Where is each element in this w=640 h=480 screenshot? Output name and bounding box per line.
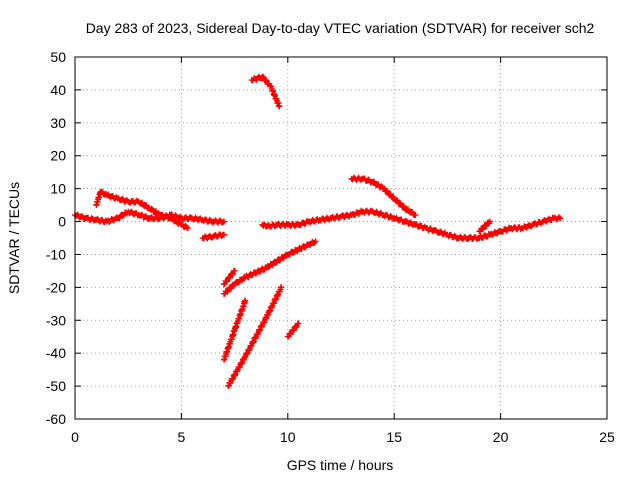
series-track-i xyxy=(225,284,285,390)
x-tick-label: 20 xyxy=(493,429,509,445)
y-tick-label: -20 xyxy=(46,279,66,295)
y-tick-label: 10 xyxy=(50,181,66,197)
data-tracks xyxy=(72,73,564,390)
series-track-c xyxy=(199,231,227,242)
y-tick-label: -40 xyxy=(46,345,66,361)
y-tick-label: 50 xyxy=(50,49,66,65)
series-track-h-markers xyxy=(221,297,249,363)
series-track-f-markers xyxy=(221,238,319,297)
series-track-l-markers xyxy=(348,174,419,219)
x-tick-label: 5 xyxy=(178,429,186,445)
series-track-b xyxy=(93,188,191,232)
y-tick-label: -50 xyxy=(46,378,66,394)
series-track-d-markers xyxy=(259,207,564,243)
series-track-f xyxy=(221,238,319,297)
x-tick-label: 0 xyxy=(71,429,79,445)
y-tick-label: -60 xyxy=(46,411,66,427)
chart-title: Day 283 of 2023, Sidereal Day-to-day VTE… xyxy=(86,20,595,36)
y-axis-label: SDTVAR / TECUs xyxy=(6,182,22,294)
series-track-k xyxy=(248,73,283,110)
series-track-d xyxy=(259,207,564,243)
y-tick-label: 20 xyxy=(50,148,66,164)
series-track-e xyxy=(476,218,493,235)
plot-frame xyxy=(74,56,608,420)
axis-ticks xyxy=(74,56,608,420)
grid xyxy=(75,57,607,419)
x-tick-label: 15 xyxy=(386,429,402,445)
y-tick-label: 40 xyxy=(50,82,66,98)
series-track-c-markers xyxy=(199,231,227,242)
series-track-e-markers xyxy=(476,218,493,235)
y-tick-label: 0 xyxy=(58,214,66,230)
y-tick-labels: -60 -50 -40 -30 -20 -10 0 10 20 30 40 50 xyxy=(46,49,66,427)
series-track-g xyxy=(221,267,238,288)
x-axis-label: GPS time / hours xyxy=(287,457,394,473)
y-tick-label: -10 xyxy=(46,246,66,262)
series-track-b-markers xyxy=(93,188,191,232)
series-track-i-markers xyxy=(225,284,285,390)
series-track-g-markers xyxy=(221,267,238,288)
series-track-j xyxy=(284,320,302,340)
series-track-j-markers xyxy=(284,320,302,340)
series-track-k-markers xyxy=(248,73,283,110)
x-tick-label: 10 xyxy=(280,429,296,445)
y-tick-label: 30 xyxy=(50,115,66,131)
y-tick-label: -30 xyxy=(46,312,66,328)
x-tick-labels: 0 5 10 15 20 25 xyxy=(71,429,615,445)
series-track-l xyxy=(348,174,419,219)
x-tick-label: 25 xyxy=(599,429,615,445)
series-track-h xyxy=(221,297,249,363)
